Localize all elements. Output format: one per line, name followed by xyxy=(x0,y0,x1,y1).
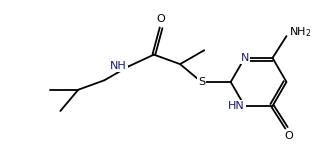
Text: HN: HN xyxy=(228,101,244,111)
Text: N: N xyxy=(241,53,249,63)
Text: O: O xyxy=(284,131,293,141)
Text: S: S xyxy=(198,77,205,87)
Text: NH: NH xyxy=(110,61,126,71)
Text: O: O xyxy=(157,14,166,24)
Text: NH$_2$: NH$_2$ xyxy=(289,25,312,39)
